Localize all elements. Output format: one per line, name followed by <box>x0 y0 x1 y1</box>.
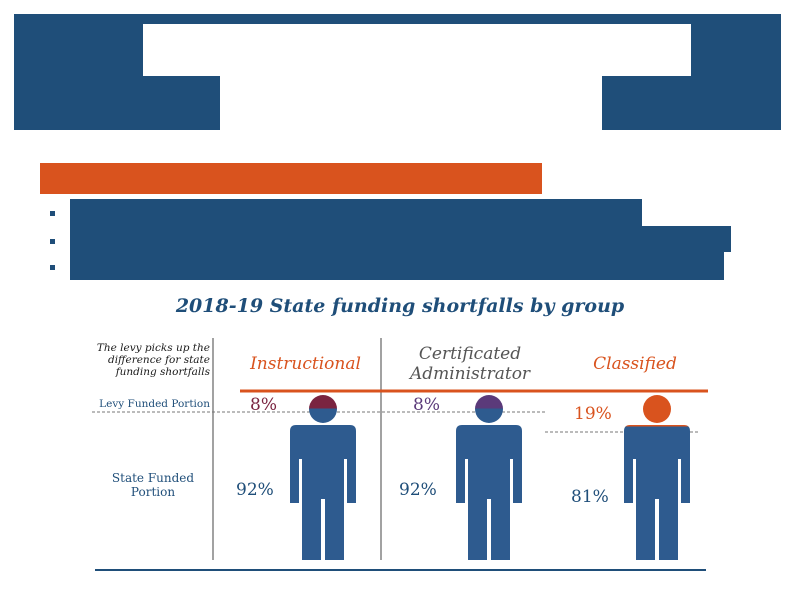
person-figure-instructional <box>290 395 356 560</box>
levy-label-certificated-administrator: 8% <box>413 395 440 415</box>
bullet-text-1 <box>70 199 642 226</box>
row-label-levy: Levy Funded Portion <box>99 398 210 410</box>
header-subtitle-area <box>220 76 602 130</box>
bullet-dot-1 <box>50 211 55 216</box>
levy-label-classified: 19% <box>574 404 612 424</box>
person-figure-classified <box>624 395 690 560</box>
bullet-text-2 <box>70 226 731 252</box>
person-figure-certificated-administrator <box>456 395 522 560</box>
state-label-certificated-administrator: 92% <box>399 480 437 500</box>
bullet-text-3 <box>70 252 724 280</box>
chart-note: The levy picks up the difference for sta… <box>96 342 210 378</box>
category-label-certificated-administrator: Certificated Administrator <box>409 344 531 384</box>
category-label-classified: Classified <box>593 354 677 374</box>
chart-title: 2018-19 State funding shortfalls by grou… <box>175 295 625 317</box>
row-label-state: State Funded Portion <box>111 471 195 499</box>
category-label-instructional: Instructional <box>250 354 361 374</box>
state-label-classified: 81% <box>571 487 609 507</box>
bullet-dot-2 <box>50 239 55 244</box>
levy-label-instructional: 8% <box>250 395 277 415</box>
state-label-instructional: 92% <box>236 480 274 500</box>
bullet-dot-3 <box>50 265 55 270</box>
section-heading-bar <box>40 163 542 194</box>
header-title-area <box>143 24 691 76</box>
